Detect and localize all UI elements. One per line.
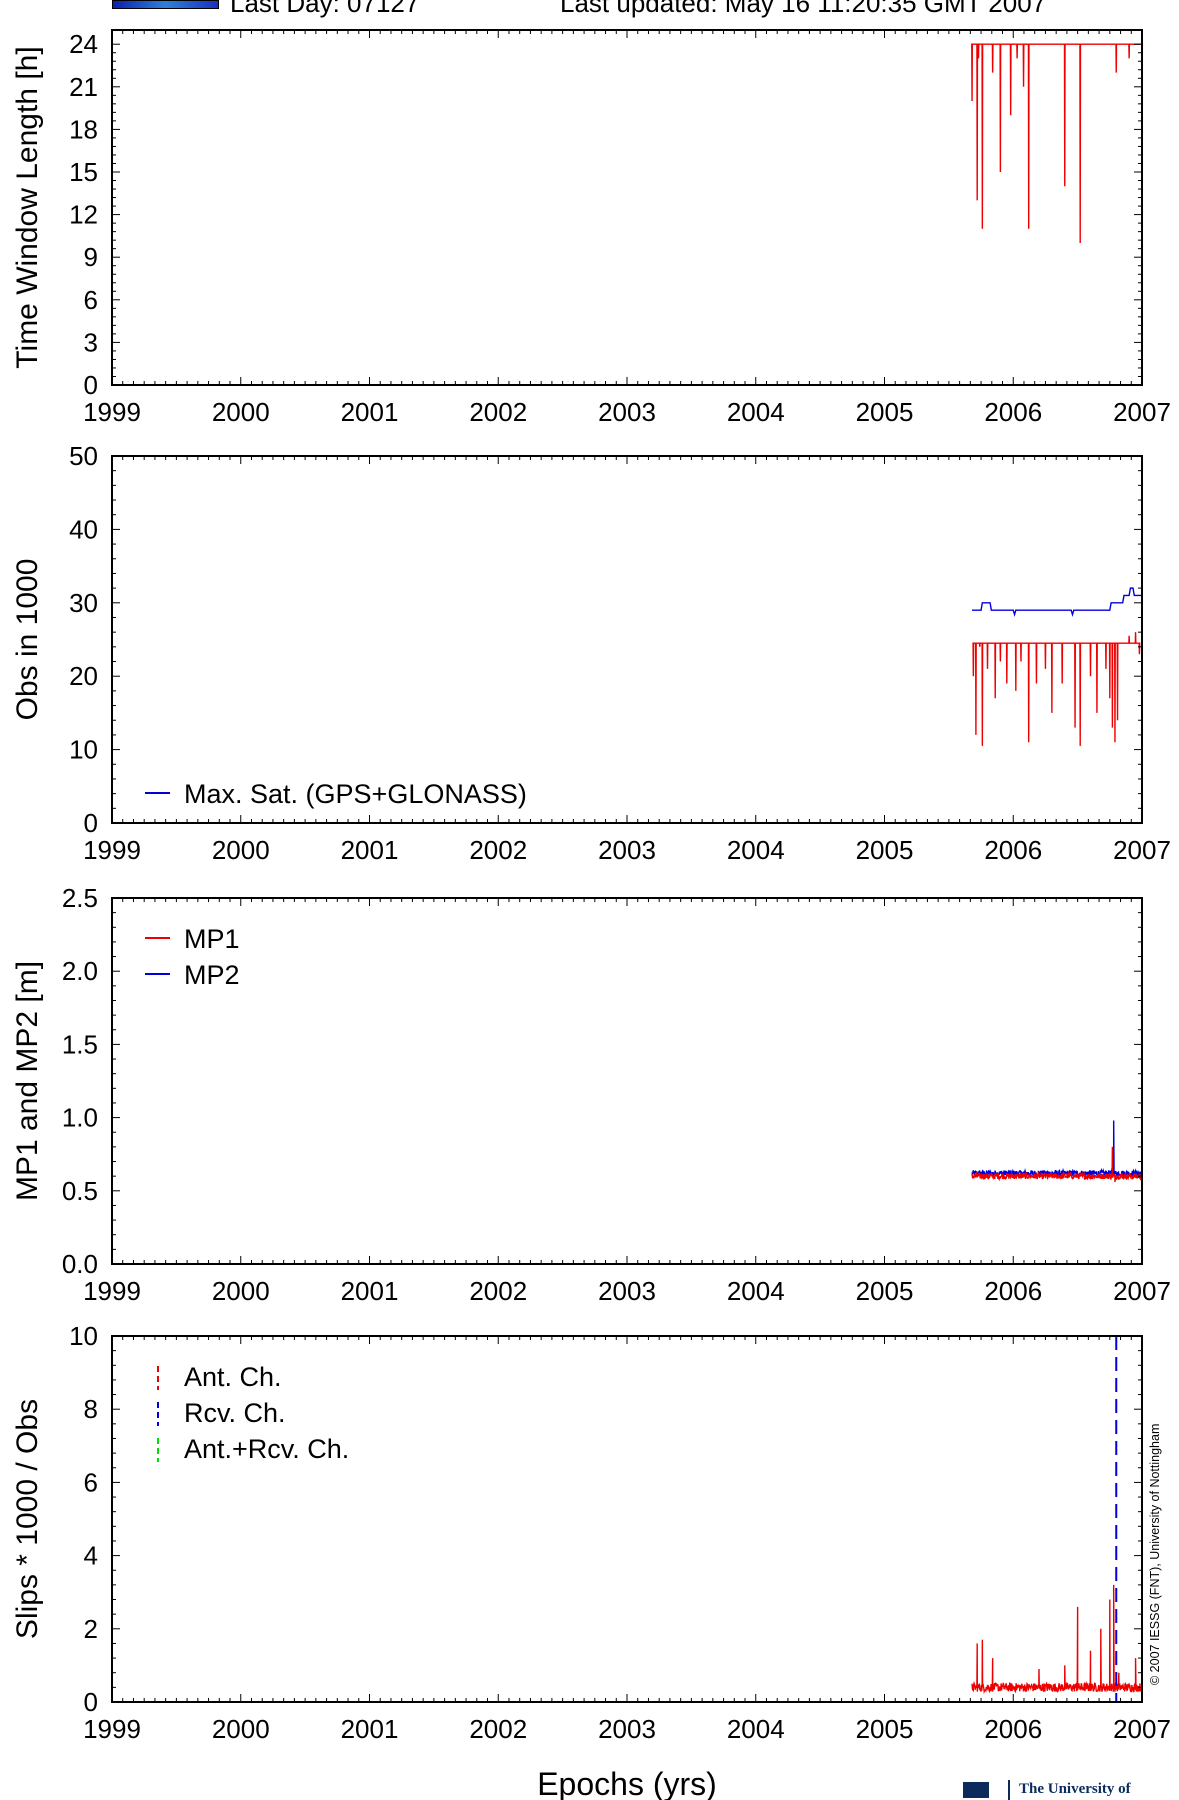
- chart3-xtick-label: 2007: [1113, 1276, 1171, 1306]
- chart3-legend-label: MP1: [184, 924, 240, 954]
- chart2-series-1: [972, 587, 1142, 618]
- chart1-xtick-label: 1999: [83, 397, 141, 427]
- chart3-series-1: [971, 1120, 1143, 1179]
- chart1-ytick-label: 3: [84, 327, 98, 357]
- chart3-xtick-label: 1999: [83, 1276, 141, 1306]
- chart4-ytick-label: 4: [84, 1541, 98, 1571]
- chart4-xtick-label: 2006: [984, 1714, 1042, 1744]
- chart1-ytick-label: 9: [84, 242, 98, 272]
- chart4-xtick-label: 2003: [598, 1714, 656, 1744]
- chart2-ytick-label: 10: [69, 735, 98, 765]
- chart4-xtick-label: 2005: [856, 1714, 914, 1744]
- chart1-frame: [111, 29, 1143, 386]
- chart-panel-4: 0 2 4 6 8 10 1999 2000 2001 2002 2003 2004 2005 2006 2…: [11, 1321, 1171, 1800]
- chart3-xtick-label: 2002: [469, 1276, 527, 1306]
- chart4-ytick-label: 8: [84, 1394, 98, 1424]
- chart3-xtick-label: 2001: [341, 1276, 399, 1306]
- chart3-ytick-label: 1.5: [62, 1029, 98, 1059]
- chart3-ytick-label: 2.5: [62, 883, 98, 913]
- chart4-xtick-label: 2007: [1113, 1714, 1171, 1744]
- chart3-ytick-label: 0.0: [62, 1249, 98, 1279]
- chart4-legend-label: Ant.+Rcv. Ch.: [184, 1434, 349, 1464]
- chart2-ytick-label: 30: [69, 588, 98, 618]
- chart3-series-2: [971, 1146, 1143, 1183]
- chart1-ytick-label: 18: [69, 114, 98, 144]
- chart4-series-1: [971, 1584, 1143, 1694]
- chart3-xtick-label: 2006: [984, 1276, 1042, 1306]
- chart1-xtick-label: 2004: [727, 397, 785, 427]
- chart1-xtick-label: 2002: [469, 397, 527, 427]
- last-day-label: Last Day: 07127: [230, 0, 420, 18]
- chart3-ytick-label: 1.0: [62, 1103, 98, 1133]
- chart-panel-1: 0 3 6 9 12 15 18 21 24 1999 2000 2001 2002 2003 2004 20…: [11, 29, 1171, 427]
- chart2-ylabel: Obs in 1000: [11, 559, 44, 721]
- chart4-xtick-label: 2000: [212, 1714, 270, 1744]
- logo-divider: [1008, 1780, 1010, 1800]
- chart2-ytick-label: 40: [69, 514, 98, 544]
- chart3-ytick-label: 0.5: [62, 1176, 98, 1206]
- chart2-ytick-label: 0: [84, 808, 98, 838]
- chart4-xlabel: Epochs (yrs): [537, 1766, 717, 1800]
- chart2-xtick-label: 2002: [469, 835, 527, 865]
- chart-panel-2: 0 10 20 30 40 50 1999 2000 2001 2002 2003 2004 2005 2…: [11, 441, 1171, 865]
- university-logo: The University of: [963, 1776, 1178, 1800]
- chart2-xtick-label: 1999: [83, 835, 141, 865]
- chart3-frame: [111, 897, 1143, 1265]
- chart2-legend-label: Max. Sat. (GPS+GLONASS): [184, 779, 527, 809]
- chart2-xtick-label: 2006: [984, 835, 1042, 865]
- chart2-frame: [111, 455, 1143, 824]
- chart1-ytick-label: 15: [69, 157, 98, 187]
- chart2-xtick-label: 2005: [856, 835, 914, 865]
- last-updated-label: Last updated: May 16 11:20:35 GMT 2007: [560, 0, 1047, 18]
- chart3-xtick-label: 2004: [727, 1276, 785, 1306]
- copyright-text: © 2007 IESSG (FNT), University of Nottin…: [1148, 1423, 1162, 1685]
- chart4-xtick-label: 2004: [727, 1714, 785, 1744]
- chart4-ytick-label: 6: [84, 1467, 98, 1497]
- chart4-ytick-label: 0: [84, 1687, 98, 1717]
- chart2-ytick-label: 50: [69, 441, 98, 471]
- chart1-ytick-label: 0: [84, 370, 98, 400]
- chart3-legend-label: MP2: [184, 960, 240, 990]
- chart3-xtick-label: 2000: [212, 1276, 270, 1306]
- chart2-xtick-label: 2000: [212, 835, 270, 865]
- chart-panel-3: 0.0 0.5 1.0 1.5 2.0 2.5 1999 2000 2001 2002 2003 20…: [11, 883, 1171, 1306]
- chart4-ylabel: Slips * 1000 / Obs: [11, 1399, 44, 1639]
- university-crest-icon: [963, 1782, 989, 1798]
- chart2-xtick-label: 2004: [727, 835, 785, 865]
- color-scale-swatch: [112, 0, 219, 9]
- chart3-ylabel: MP1 and MP2 [m]: [11, 961, 44, 1201]
- chart4-legend-label: Ant. Ch.: [184, 1362, 282, 1392]
- chart4-xtick-label: 2002: [469, 1714, 527, 1744]
- chart4-xtick-label: 1999: [83, 1714, 141, 1744]
- chart2-xtick-label: 2003: [598, 835, 656, 865]
- chart4-legend-label: Rcv. Ch.: [184, 1398, 286, 1428]
- chart1-xtick-label: 2001: [341, 397, 399, 427]
- chart4-xtick-label: 2001: [341, 1714, 399, 1744]
- chart1-ylabel: Time Window Length [h]: [11, 46, 44, 368]
- university-logo-text: The University of: [1019, 1781, 1131, 1797]
- chart1-ytick-label: 24: [69, 29, 98, 59]
- chart1-xtick-label: 2006: [984, 397, 1042, 427]
- chart2-series-2: [972, 632, 1141, 746]
- chart1-ytick-label: 21: [69, 72, 98, 102]
- chart3-xtick-label: 2003: [598, 1276, 656, 1306]
- chart4-ytick-label: 2: [84, 1614, 98, 1644]
- chart1-xtick-label: 2007: [1113, 397, 1171, 427]
- chart1-ytick-label: 12: [69, 200, 98, 230]
- chart3-xtick-label: 2005: [856, 1276, 914, 1306]
- chart1-xtick-label: 2005: [856, 397, 914, 427]
- chart4-ytick-label: 10: [69, 1321, 98, 1351]
- chart1-series-1: [971, 43, 1142, 244]
- chart1-xtick-label: 2003: [598, 397, 656, 427]
- chart3-ytick-label: 2.0: [62, 956, 98, 986]
- chart2-xtick-label: 2001: [341, 835, 399, 865]
- chart2-ytick-label: 20: [69, 661, 98, 691]
- chart1-xtick-label: 2000: [212, 397, 270, 427]
- chart2-xtick-label: 2007: [1113, 835, 1171, 865]
- chart1-ytick-label: 6: [84, 285, 98, 315]
